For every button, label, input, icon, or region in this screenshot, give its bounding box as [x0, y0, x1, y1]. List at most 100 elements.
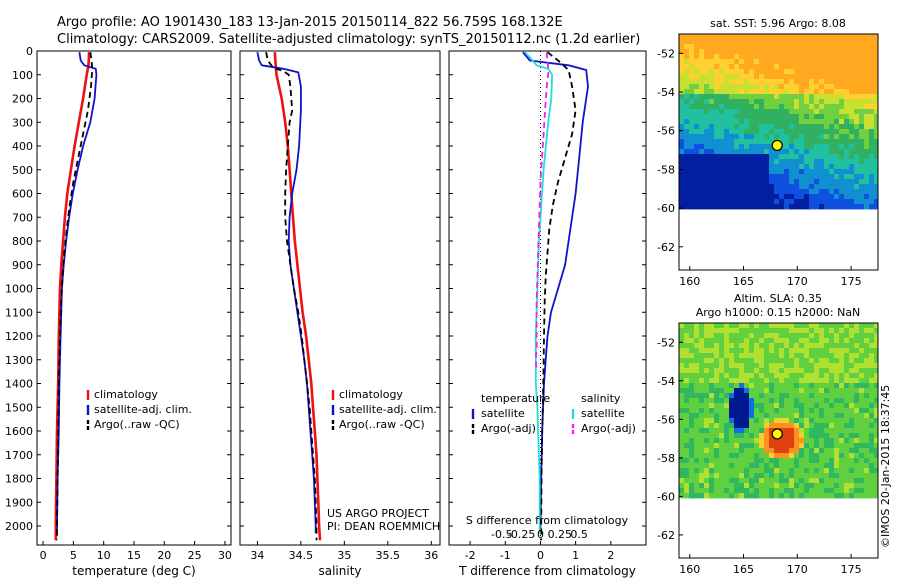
sst-map-cell [804, 129, 810, 135]
sst-map-cell [829, 104, 835, 110]
sla-map-cell [764, 433, 770, 439]
sla-map-cell [769, 408, 775, 414]
sla-map-cell [689, 373, 695, 379]
sst-map-cell [694, 64, 700, 70]
sst-map-cell [694, 184, 700, 190]
sal-xtick-label: 34.5 [289, 549, 314, 562]
sst-map-cell [689, 44, 695, 50]
sst-map-cell [719, 54, 725, 60]
sla-map-cell [784, 338, 790, 344]
sst-map-cell [724, 134, 730, 140]
sst-map-cell [694, 139, 700, 145]
sla-map-cell [709, 418, 715, 424]
sla-map-cell [694, 488, 700, 494]
salinity-panel: 34 34.5 35 35.5 36salinityclimatologysatelli… [239, 50, 441, 578]
sla-map-cell [824, 388, 830, 394]
sst-map-cell [684, 204, 690, 210]
sst-map-cell [734, 39, 740, 45]
sst-map-cell [719, 84, 725, 90]
sst-map-cell [779, 134, 785, 140]
sst-map-cell [809, 94, 815, 100]
sst-map-cell [809, 69, 815, 75]
sst-map-cell [804, 119, 810, 125]
sst-map-cell [704, 39, 710, 45]
sla-map-cell [704, 323, 710, 329]
sla-map-cell [699, 363, 705, 369]
sst-map-cell [844, 99, 850, 105]
sla-map-cell [719, 328, 725, 334]
sst-map-cell [814, 179, 820, 185]
sla-map-cell [679, 483, 685, 489]
sla-map-cell [774, 383, 780, 389]
sla-map-cell [684, 333, 690, 339]
sla-map-cell [874, 448, 878, 454]
sla-map-cell [769, 323, 775, 329]
sla-map-cell [829, 383, 835, 389]
sla-map-cell [744, 488, 750, 494]
sst-map-cell [864, 109, 870, 115]
sst-map-cell [829, 119, 835, 125]
sla-map-cell [714, 493, 720, 499]
sla-map-cell [804, 353, 810, 359]
sst-map-cell [729, 59, 735, 65]
sst-map-cell [814, 44, 820, 50]
sst-map-cell [709, 69, 715, 75]
sst-map-cell [824, 59, 830, 65]
sst-map-cell [824, 169, 830, 175]
sla-map-cell [794, 418, 800, 424]
sst-map-cell [859, 134, 865, 140]
sla-map-cell [829, 478, 835, 484]
sst-map-ytick-label: -54 [657, 86, 675, 99]
sla-map-cell [874, 423, 878, 429]
sst-map-cell [774, 84, 780, 90]
sla-map-cell [874, 383, 878, 389]
sst-map-cell [739, 189, 745, 195]
sla-map-cell [874, 488, 878, 494]
sst-map-cell [719, 69, 725, 75]
sla-map-cell [679, 393, 685, 399]
sst-map-cell [874, 49, 878, 55]
sla-map-cell [739, 393, 745, 399]
sla-map-cell [864, 438, 870, 444]
sla-map-cell [744, 338, 750, 344]
sla-map-cell [809, 348, 815, 354]
sla-map-cell [834, 323, 840, 329]
sla-map-cell [749, 433, 755, 439]
sla-map-cell [694, 428, 700, 434]
sla-map-cell [699, 368, 705, 374]
sla-map-cell [744, 448, 750, 454]
sla-map-cell [859, 428, 865, 434]
sst-map-ytick-label: -56 [657, 125, 675, 138]
sla-map: 160 165 170 175-52-54-56-58-60-62 [657, 322, 879, 576]
diff-xlabel: T difference from climatology [458, 564, 636, 578]
sla-map-cell [699, 333, 705, 339]
sla-map-cell [789, 448, 795, 454]
sla-map-cell [679, 458, 685, 464]
sla-map-cell [769, 453, 775, 459]
sla-map-cell [769, 338, 775, 344]
sst-map-cell [844, 59, 850, 65]
sla-map-cell [729, 373, 735, 379]
sst-map-cell [789, 159, 795, 165]
sla-map-cell [749, 423, 755, 429]
sla-map-cell [864, 423, 870, 429]
sla-map-cell [774, 438, 780, 444]
sst-map-cell [684, 104, 690, 110]
sla-map-cell [759, 403, 765, 409]
sst-map-cell [779, 34, 785, 40]
sla-map-cell [764, 393, 770, 399]
sla-map-cell [714, 338, 720, 344]
sst-map-cell [714, 109, 720, 115]
sla-map-cell [834, 398, 840, 404]
sst-map-cell [689, 169, 695, 175]
sst-map-cell [844, 109, 850, 115]
sst-map-cell [859, 59, 865, 65]
sst-map-cell [759, 94, 765, 100]
sst-map-cell [734, 144, 740, 150]
sst-map-cell [729, 164, 735, 170]
sla-map-cell [714, 473, 720, 479]
sla-map-cell [784, 463, 790, 469]
sla-map-cell [839, 413, 845, 419]
sst-map-cell [749, 49, 755, 55]
sla-map-cell [844, 448, 850, 454]
